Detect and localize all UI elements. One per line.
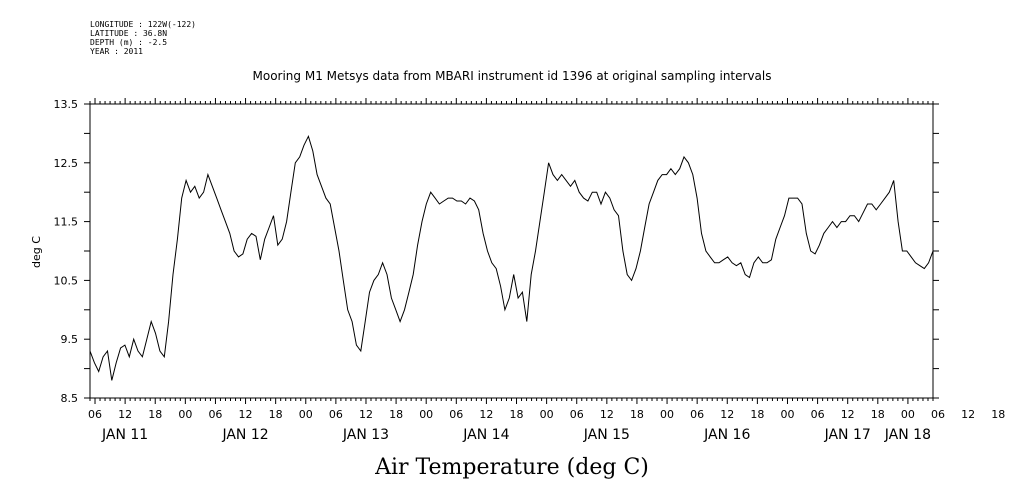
depth-text: DEPTH (m) : -2.5 [90,38,168,47]
x-tick-label: 18 [148,408,162,421]
x-tick-label: 12 [841,408,855,421]
y-tick-label: 11.5 [54,216,79,229]
x-tick-label: 00 [299,408,313,421]
x-tick-label: 12 [600,408,614,421]
x-tick-label: 06 [449,408,463,421]
x-tick-label: 12 [961,408,975,421]
x-day-label: JAN 11 [101,427,148,443]
y-tick-label: 13.5 [54,98,79,111]
x-tick-label: 00 [540,408,554,421]
x-tick-label: 18 [750,408,764,421]
y-tick-label: 10.5 [54,274,79,287]
x-tick-label: 18 [630,408,644,421]
x-tick-label: 18 [871,408,885,421]
x-day-label: JAN 17 [824,427,871,443]
year-text: YEAR : 2011 [90,47,143,56]
x-day-label: JAN 18 [884,427,931,443]
x-day-label: JAN 14 [462,427,509,443]
x-tick-label: 06 [329,408,343,421]
x-axis-label: Air Temperature (deg C) [374,455,649,480]
x-tick-label: 00 [178,408,192,421]
x-tick-label: 18 [991,408,1005,421]
y-tick-label: 8.5 [61,392,79,405]
chart-title: Mooring M1 Metsys data from MBARI instru… [253,69,772,83]
x-tick-label: 18 [510,408,524,421]
plot-frame [89,103,934,399]
x-tick-label: 06 [690,408,704,421]
x-tick-label: 06 [931,408,945,421]
x-tick-label: 12 [359,408,373,421]
mooring-metadata: LONGITUDE : 122W(-122) LATITUDE : 36.8N … [90,20,196,56]
x-day-label: JAN 15 [583,427,630,443]
x-tick-label: 12 [720,408,734,421]
y-tick-label: 9.5 [61,333,79,346]
x-tick-label: 00 [660,408,674,421]
y-tick-label: 12.5 [54,157,79,170]
x-tick-label: 06 [88,408,102,421]
x-tick-label: 18 [269,408,283,421]
x-day-label: JAN 12 [221,427,268,443]
x-day-label: JAN 16 [703,427,750,443]
x-tick-label: 12 [479,408,493,421]
axes-ticks: 8.5 9.5 10.5 11.5 12.5 13.5 06 12 18 00 06 12 18 00 06… [54,98,1005,443]
x-tick-label: 18 [389,408,403,421]
x-tick-label: 00 [419,408,433,421]
x-tick-label: 06 [570,408,584,421]
x-day-label: JAN 13 [342,427,389,443]
longitude-text: LONGITUDE : 122W(-122) [90,20,196,29]
series-line-0 [89,134,934,381]
x-tick-label: 06 [811,408,825,421]
latitude-text: LATITUDE : 36.8N [90,29,168,38]
x-tick-label: 00 [780,408,794,421]
x-tick-label: 06 [208,408,222,421]
x-tick-label: 12 [239,408,253,421]
x-tick-label: 00 [901,408,915,421]
series-group [89,134,934,381]
y-axis-label: deg C [30,236,43,268]
x-tick-label: 12 [118,408,132,421]
